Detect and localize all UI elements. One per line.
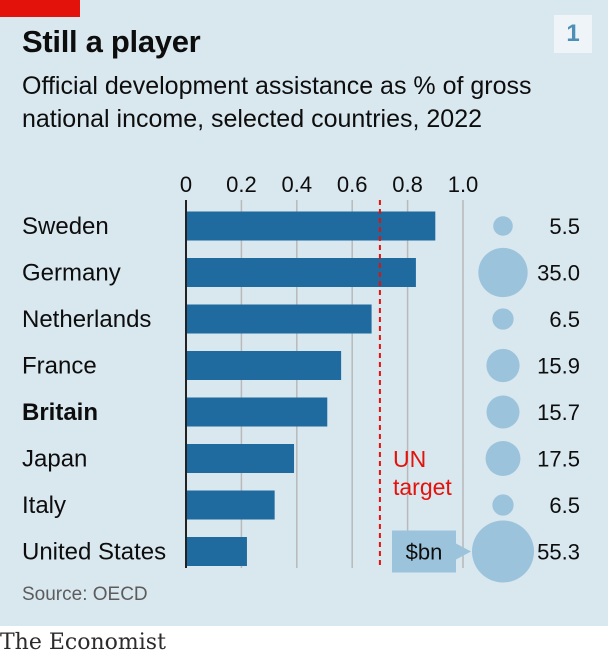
aid-bubble (486, 395, 520, 429)
bar (186, 444, 295, 473)
bar (186, 258, 416, 287)
aid-bubble (472, 520, 534, 583)
chart-number-badge (554, 15, 592, 53)
aid-value-label: 6.5 (549, 307, 580, 332)
bar (186, 351, 342, 380)
x-tick-label: 0.2 (226, 172, 257, 197)
category-label: Japan (22, 446, 87, 473)
category-label: Germany (22, 260, 121, 287)
aid-value-label: 55.3 (537, 540, 580, 565)
x-tick-label: 0.8 (392, 172, 423, 197)
aid-value-label: 15.9 (537, 354, 580, 379)
category-label: France (22, 353, 97, 380)
x-tick-label: 0.6 (337, 172, 368, 197)
bar (186, 211, 436, 241)
aid-value-label: 5.5 (549, 214, 580, 239)
aid-bubble (486, 348, 520, 383)
x-tick-label: 0 (180, 172, 192, 197)
aid-value-label: 35.0 (537, 261, 580, 286)
x-tick-label: 1.0 (448, 172, 479, 197)
chart-title: Still a player (22, 24, 201, 59)
aid-bubble (492, 494, 514, 516)
source-note: Source: OECD (22, 584, 148, 605)
x-tick-label: 0.4 (282, 172, 313, 197)
bar-chart: 0 0.2 0.4 0.6 0.8 1.0 Sweden Germany Netherlands… (22, 172, 580, 583)
aid-bubble (485, 441, 521, 476)
brand-red-tag (0, 0, 80, 17)
aid-value-label: 15.7 (537, 400, 580, 425)
bar (186, 490, 275, 520)
bar (186, 397, 328, 427)
unit-label: $bn (406, 540, 443, 565)
aid-bubble (478, 247, 528, 298)
bar (186, 537, 247, 566)
category-label: Netherlands (22, 306, 151, 333)
bar (186, 304, 372, 334)
chart-subtitle: Official development assistance as % of … (22, 72, 532, 133)
category-label: Sweden (22, 213, 109, 240)
publisher-footer: The Economist (0, 630, 166, 655)
unit-callout-box (392, 530, 471, 573)
aid-bubble (492, 308, 514, 330)
aid-value-label: 6.5 (549, 493, 580, 518)
aid-value-label: 17.5 (537, 447, 580, 472)
chart-number: 1 (566, 20, 580, 47)
category-label: Italy (22, 492, 66, 519)
un-target-label: target (393, 474, 452, 500)
aid-bubble (493, 216, 513, 236)
category-label: United States (22, 539, 166, 566)
un-target-label: UN (393, 446, 426, 472)
category-label: Britain (22, 399, 98, 426)
